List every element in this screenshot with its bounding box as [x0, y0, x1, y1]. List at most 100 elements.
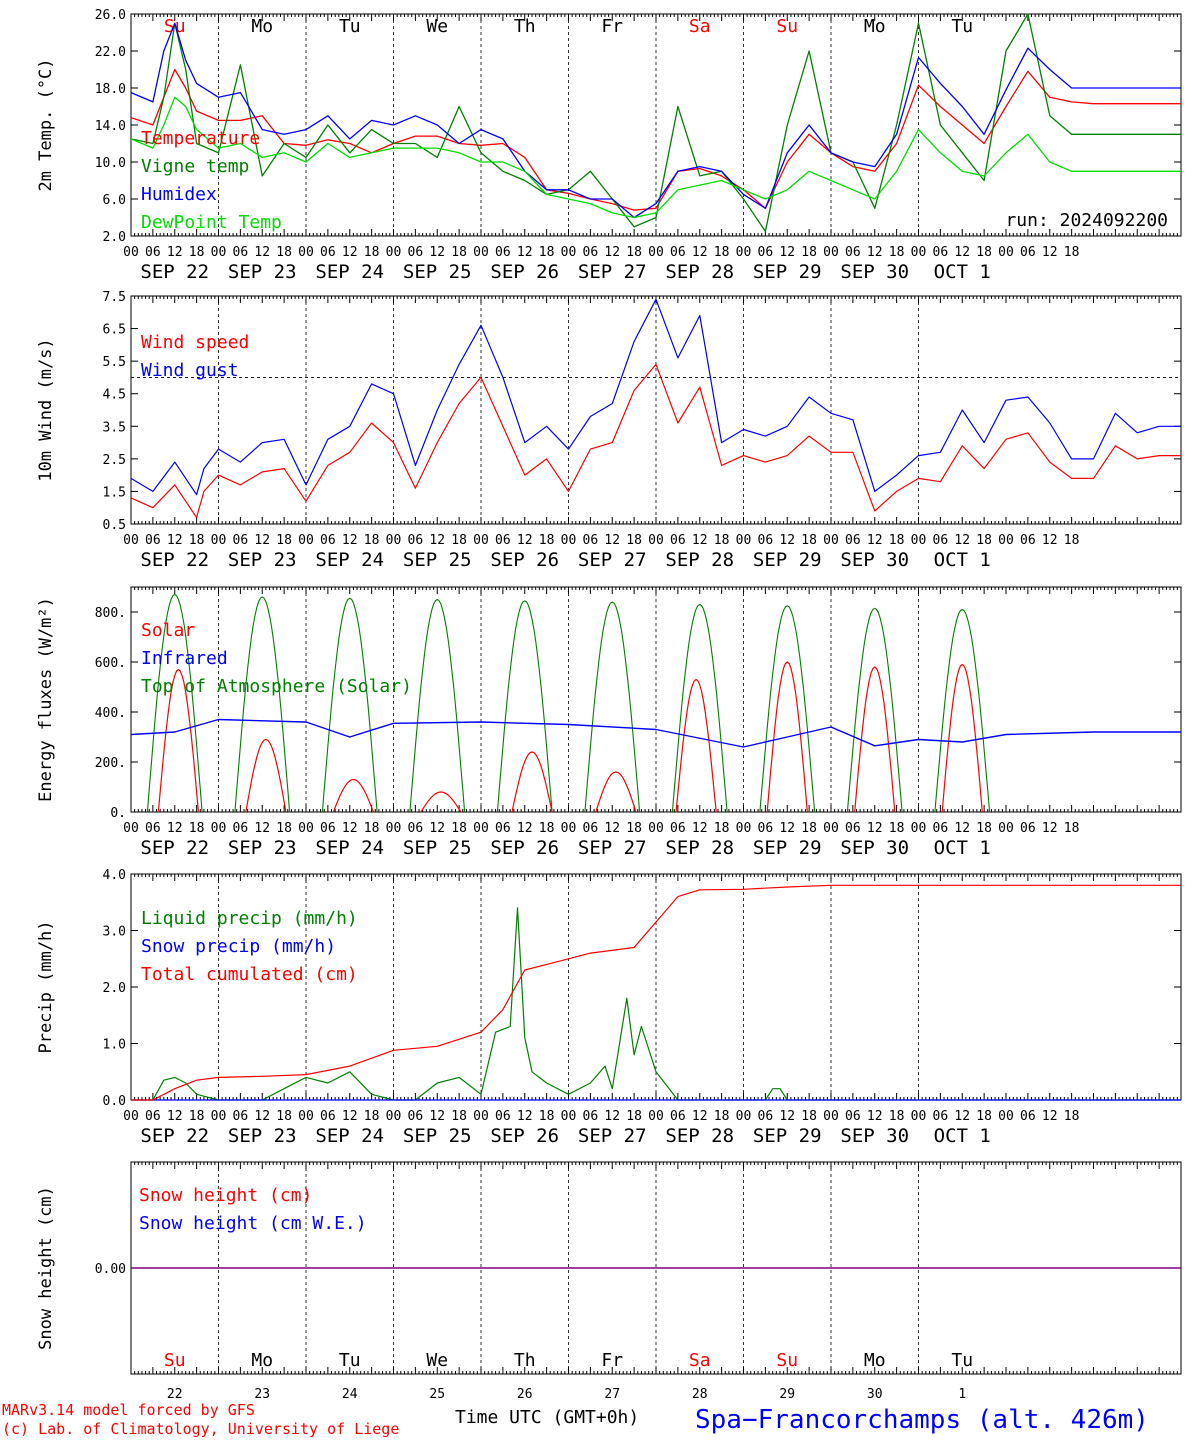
x-hour-label: 00	[998, 245, 1014, 260]
x-hour-label: 00	[823, 245, 839, 260]
x-hour-label: 12	[342, 821, 358, 836]
y-tick-label: 4.0	[103, 868, 126, 883]
x-hour-label: 12	[517, 245, 533, 260]
x-hour-label: 00	[386, 245, 402, 260]
x-hour-label: 00	[823, 821, 839, 836]
x-hour-label: 06	[145, 1109, 161, 1124]
day-number-label: 22	[167, 1387, 183, 1402]
x-date-label: SEP 26	[490, 549, 559, 571]
solar-line	[675, 678, 717, 813]
x-hour-label: 12	[779, 821, 795, 836]
x-date-label: SEP 22	[140, 837, 209, 859]
day-number-label: 27	[604, 1387, 620, 1402]
y-tick-label: 0.00	[95, 1262, 126, 1277]
x-date-label: SEP 24	[315, 837, 384, 859]
x-hour-label: 18	[714, 245, 730, 260]
weekday-label: Th	[514, 16, 536, 37]
x-date-label: SEP 24	[315, 1125, 384, 1147]
x-hour-label: 12	[342, 533, 358, 548]
x-hour-label: 18	[889, 533, 905, 548]
x-hour-label: 00	[473, 245, 489, 260]
run-annotation: run: 2024092200	[1005, 210, 1168, 231]
solar-line	[420, 791, 462, 813]
toa-line	[671, 603, 728, 813]
series-line	[130, 363, 1181, 519]
y-tick-label: 0.0	[103, 1094, 126, 1109]
toa-line	[584, 601, 641, 813]
legend-snow-precip-mm-h-: Snow precip (mm/h)	[141, 936, 336, 957]
y-tick-label: 3.5	[103, 420, 126, 435]
x-hour-label: 06	[320, 821, 336, 836]
x-hour-label: 06	[670, 821, 686, 836]
solar-line	[595, 771, 637, 813]
x-hour-label: 00	[648, 533, 664, 548]
x-hour-label: 00	[386, 533, 402, 548]
legend-top-of-atmosphere-solar-: Top of Atmosphere (Solar)	[141, 676, 412, 697]
x-hour-label: 12	[604, 245, 620, 260]
x-hour-label: 06	[495, 1109, 511, 1124]
x-date-label: SEP 29	[753, 549, 822, 571]
y-tick-label: 800.	[95, 606, 126, 621]
x-hour-label: 00	[911, 533, 927, 548]
toa-line	[759, 605, 816, 813]
x-hour-label: 06	[233, 1109, 249, 1124]
x-hour-label: 12	[779, 533, 795, 548]
y-axis-label: Energy fluxes (W/m²)	[36, 597, 56, 802]
series-line	[130, 96, 1181, 219]
x-hour-label: 18	[1064, 533, 1080, 548]
solar-line	[332, 778, 374, 813]
x-hour-label: 06	[933, 533, 949, 548]
x-hour-label: 18	[276, 533, 292, 548]
x-date-label: OCT 1	[934, 1125, 991, 1147]
x-hour-label: 06	[845, 533, 861, 548]
x-hour-label: 18	[626, 533, 642, 548]
y-tick-label: 18.0	[95, 82, 126, 97]
solar-line	[511, 751, 553, 813]
day-number-label: 26	[517, 1387, 533, 1402]
toa-line	[409, 598, 466, 813]
x-hour-label: 18	[276, 1109, 292, 1124]
x-hour-label: 12	[254, 533, 270, 548]
legend-snow-height-cm-: Snow height (cm)	[139, 1185, 312, 1206]
x-date-label: SEP 28	[665, 837, 734, 859]
x-date-label: SEP 26	[490, 837, 559, 859]
y-tick-label: 2.5	[103, 453, 126, 468]
x-hour-label: 18	[801, 821, 817, 836]
x-hour-label: 06	[408, 245, 424, 260]
x-hour-label: 00	[561, 821, 577, 836]
x-date-label: SEP 29	[753, 261, 822, 283]
x-hour-label: 00	[648, 245, 664, 260]
x-hour-label: 12	[692, 821, 708, 836]
x-hour-label: 12	[867, 245, 883, 260]
x-hour-label: 00	[211, 821, 227, 836]
x-hour-label: 06	[758, 821, 774, 836]
toa-line	[496, 600, 553, 813]
x-hour-label: 12	[429, 533, 445, 548]
footer-model-label: MARv3.14 model forced by GFS	[2, 1401, 255, 1419]
x-hour-label: 06	[145, 821, 161, 836]
x-hour-label: 12	[254, 1109, 270, 1124]
x-date-label: SEP 22	[140, 1125, 209, 1147]
x-hour-label: 00	[736, 1109, 752, 1124]
y-tick-label: 1.5	[103, 485, 126, 500]
y-axis-label: Snow height (cm)	[36, 1186, 56, 1350]
x-hour-label: 00	[911, 245, 927, 260]
weekday-label: We	[426, 16, 448, 37]
x-hour-label: 06	[1020, 245, 1036, 260]
x-date-label: SEP 24	[315, 261, 384, 283]
x-hour-label: 06	[845, 1109, 861, 1124]
weekday-label: Fr	[601, 16, 623, 37]
x-hour-label: 00	[648, 821, 664, 836]
footer-credit-label: (c) Lab. of Climatology, University of L…	[2, 1420, 399, 1438]
x-hour-label: 18	[189, 245, 205, 260]
x-hour-label: 18	[364, 821, 380, 836]
x-hour-label: 18	[976, 533, 992, 548]
x-hour-label: 18	[539, 821, 555, 836]
solar-line	[766, 661, 808, 813]
x-hour-label: 18	[976, 821, 992, 836]
x-date-label: SEP 30	[840, 261, 909, 283]
y-tick-label: 6.5	[103, 323, 126, 338]
x-hour-label: 12	[867, 533, 883, 548]
x-hour-label: 00	[211, 245, 227, 260]
weekday-label: Mo	[251, 1350, 273, 1371]
